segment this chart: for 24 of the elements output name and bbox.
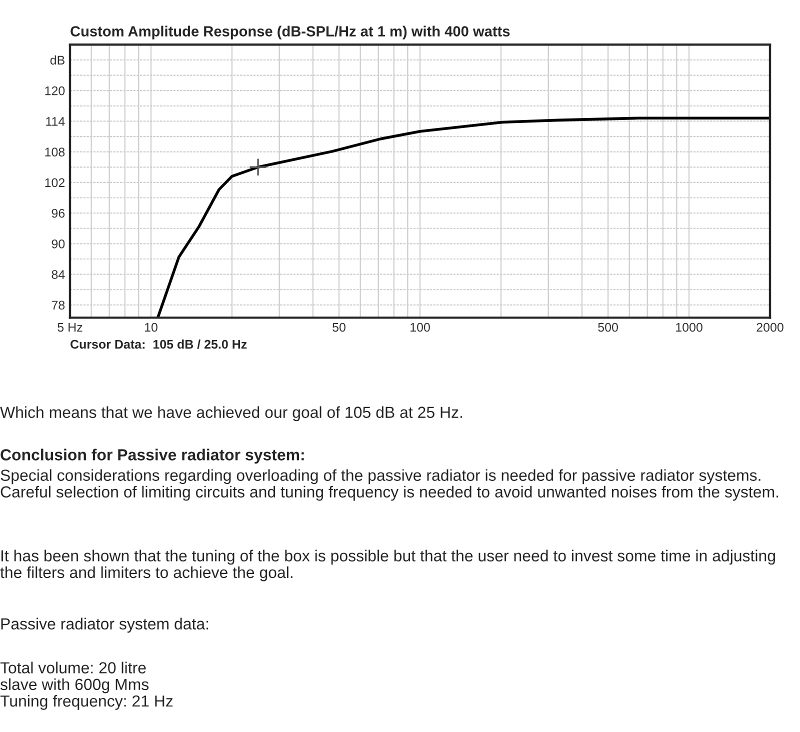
x-tick-label: 10 <box>144 322 158 332</box>
x-tick-label: 50 <box>332 322 346 332</box>
y-tick-label: 78 <box>52 300 65 310</box>
y-tick-label: 96 <box>52 208 65 218</box>
y-tick-label: 114 <box>46 117 65 126</box>
text: Cursor Data: 105 dB / 25.0 Hz <box>70 340 247 349</box>
text: Which means that we have achieved our goal of 105 dB at 25 Hz. <box>0 406 462 422</box>
y-tick-label: 102 <box>45 178 65 188</box>
x-tick-label: 5 Hz <box>58 323 82 332</box>
x-tick-label: 500 <box>598 322 618 332</box>
x-tick-label: 1000 <box>676 322 702 332</box>
y-tick-label: 120 <box>45 86 65 96</box>
chart-title: Custom Amplitude Response (dB-SPL/Hz at 1 m) with 400 watts <box>70 26 510 40</box>
y-tick-label: 84 <box>52 270 65 279</box>
text: Passive radiator system data: <box>1 618 208 633</box>
y-tick-label: 90 <box>52 239 65 248</box>
y-tick-label: 108 <box>45 148 65 156</box>
text: It has been shown that the tuning of the box is possible but that the user need to invest some time in adjusting the filters and limiters to achieve the goal. <box>0 550 775 582</box>
text: Total volume: 20 litre slave with 600g Mms Tuning frequency: 21 Hz <box>0 662 173 710</box>
x-tick-label: 100 <box>410 322 430 332</box>
text: Conclusion for Passive radiator system: <box>0 448 304 464</box>
x-tick-label: 2000 <box>756 322 784 332</box>
y-tick-label: dB <box>50 55 64 65</box>
text: Special considerations regarding overloading of the passive radiator is needed for passive radiator systems. Careful selection of limiting circuits and tuning frequency is needed to avoid unwanted noises from the system. <box>0 469 778 501</box>
